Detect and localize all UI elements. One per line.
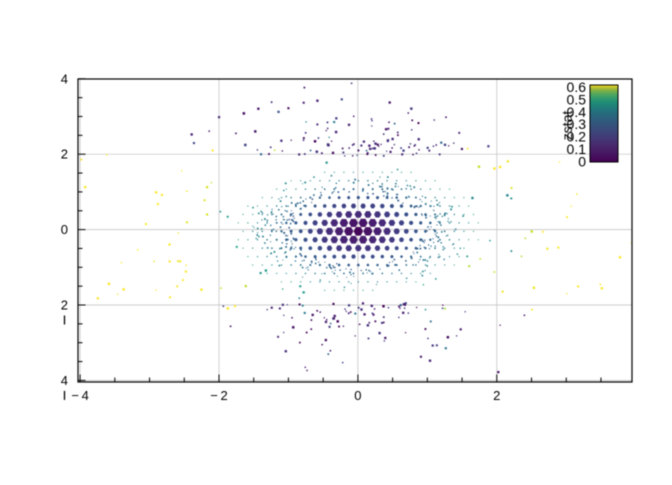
svg-text:0: 0 [354,388,361,403]
svg-text:2: 2 [61,147,68,162]
svg-text:0: 0 [61,222,68,237]
svg-text:− 2: − 2 [210,388,227,403]
svg-text:2: 2 [61,298,68,313]
svg-text:2: 2 [493,388,500,403]
svg-text:4: 4 [61,373,68,388]
svg-text:4: 4 [61,71,68,86]
svg-text:− 4: − 4 [71,388,88,403]
svg-text:0.6: 0.6 [567,79,587,95]
svg-text:zstat: zstat [559,111,575,141]
